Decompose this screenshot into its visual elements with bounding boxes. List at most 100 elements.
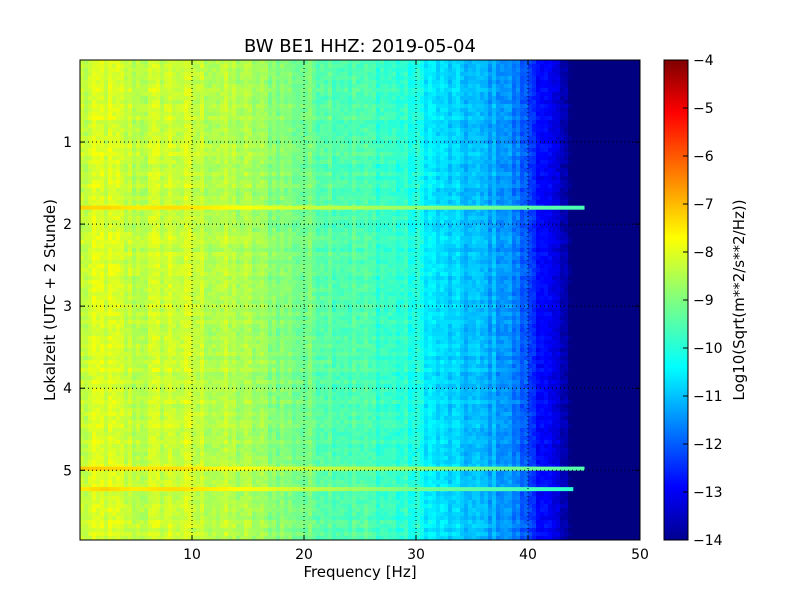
heatmap-cell: [244, 192, 249, 197]
heatmap-cell: [96, 88, 101, 93]
heatmap-cell: [92, 108, 97, 113]
heatmap-cell: [616, 168, 621, 173]
heatmap-cell: [528, 112, 533, 117]
heatmap-cell: [252, 124, 257, 129]
heatmap-cell: [460, 76, 465, 81]
heatmap-cell: [448, 180, 453, 185]
heatmap-cell: [452, 88, 457, 93]
heatmap-cell: [244, 104, 249, 109]
heatmap-cell: [580, 144, 585, 149]
heatmap-cell: [204, 160, 209, 165]
heatmap-cell: [416, 184, 421, 189]
heatmap-cell: [492, 192, 497, 197]
heatmap-cell: [336, 192, 341, 197]
heatmap-cell: [232, 196, 237, 201]
heatmap-cell: [408, 180, 413, 185]
heatmap-cell: [88, 112, 93, 117]
heatmap-cell: [268, 172, 273, 177]
heatmap-cell: [236, 144, 241, 149]
heatmap-cell: [200, 196, 205, 201]
heatmap-cell: [460, 188, 465, 193]
heatmap-cell: [336, 112, 341, 117]
heatmap-cell: [356, 184, 361, 189]
heatmap-cell: [88, 148, 93, 153]
heatmap-cell: [468, 108, 473, 113]
heatmap-cell: [152, 156, 157, 161]
heatmap-cell: [124, 196, 129, 201]
heatmap-cell: [368, 116, 373, 121]
heatmap-cell: [180, 172, 185, 177]
heatmap-cell: [332, 140, 337, 145]
heatmap-cell: [184, 124, 189, 129]
heatmap-cell: [476, 64, 481, 69]
heatmap-cell: [116, 192, 121, 197]
heatmap-cell: [156, 196, 161, 201]
heatmap-cell: [236, 100, 241, 105]
heatmap-cell: [292, 188, 297, 193]
heatmap-cell: [628, 176, 633, 181]
heatmap-cell: [156, 140, 161, 145]
heatmap-cell: [544, 144, 549, 149]
heatmap-cell: [480, 160, 485, 165]
heatmap-cell: [240, 88, 245, 93]
heatmap-cell: [596, 104, 601, 109]
heatmap-cell: [144, 168, 149, 173]
heatmap-cell: [388, 144, 393, 149]
heatmap-cell: [552, 140, 557, 145]
heatmap-cell: [228, 120, 233, 125]
heatmap-cell: [396, 60, 401, 65]
heatmap-cell: [248, 76, 253, 81]
heatmap-cell: [92, 96, 97, 101]
heatmap-cell: [512, 164, 517, 169]
heatmap-cell: [276, 188, 281, 193]
heatmap-cell: [452, 104, 457, 109]
heatmap-cell: [332, 80, 337, 85]
heatmap-cell: [440, 132, 445, 137]
heatmap-cell: [316, 124, 321, 129]
heatmap-cell: [444, 92, 449, 97]
heatmap-cell: [556, 100, 561, 105]
heatmap-cell: [408, 144, 413, 149]
heatmap-cell: [516, 156, 521, 161]
heatmap-cell: [352, 148, 357, 153]
heatmap-cell: [448, 192, 453, 197]
heatmap-cell: [280, 80, 285, 85]
heatmap-cell: [328, 68, 333, 73]
heatmap-cell: [592, 60, 597, 65]
heatmap-cell: [328, 76, 333, 81]
heatmap-cell: [440, 104, 445, 109]
heatmap-cell: [200, 188, 205, 193]
heatmap-cell: [368, 140, 373, 145]
heatmap-cell: [332, 100, 337, 105]
heatmap-cell: [140, 164, 145, 169]
heatmap-cell: [276, 80, 281, 85]
heatmap-cell: [216, 116, 221, 121]
heatmap-cell: [352, 112, 357, 117]
heatmap-cell: [596, 112, 601, 117]
heatmap-cell: [536, 176, 541, 181]
heatmap-cell: [388, 84, 393, 89]
heatmap-cell: [196, 180, 201, 185]
heatmap-cell: [360, 200, 365, 205]
heatmap-cell: [544, 172, 549, 177]
heatmap-cell: [212, 64, 217, 69]
heatmap-cell: [96, 136, 101, 141]
heatmap-cell: [128, 196, 133, 201]
heatmap-cell: [556, 88, 561, 93]
heatmap-cell: [376, 188, 381, 193]
heatmap-cell: [336, 88, 341, 93]
heatmap-cell: [172, 80, 177, 85]
heatmap-cell: [124, 200, 129, 205]
heatmap-cell: [376, 156, 381, 161]
heatmap-cell: [476, 160, 481, 165]
heatmap-cell: [544, 136, 549, 141]
heatmap-cell: [132, 92, 137, 97]
heatmap-cell: [332, 176, 337, 181]
heatmap-cell: [264, 116, 269, 121]
heatmap-cell: [492, 60, 497, 65]
heatmap-cell: [508, 160, 513, 165]
heatmap-cell: [404, 172, 409, 177]
heatmap-cell: [176, 172, 181, 177]
heatmap-cell: [116, 108, 121, 113]
heatmap-cell: [220, 196, 225, 201]
